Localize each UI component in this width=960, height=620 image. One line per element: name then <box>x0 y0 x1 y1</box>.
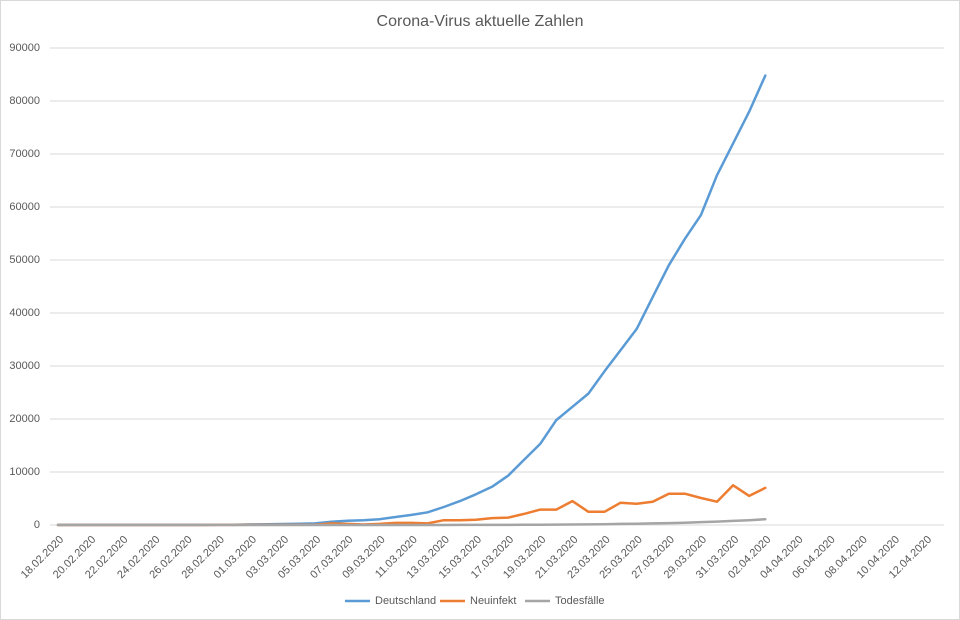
legend-label: Todesfälle <box>555 595 605 607</box>
y-tick-label: 70000 <box>9 148 40 160</box>
series-line <box>56 517 767 527</box>
chart-title: Corona-Virus aktuelle Zahlen <box>377 13 584 30</box>
y-tick-label: 90000 <box>9 42 40 54</box>
y-tick-label: 50000 <box>9 254 40 266</box>
y-tick-label: 60000 <box>9 201 40 213</box>
y-tick-label: 40000 <box>9 307 40 319</box>
y-tick-label: 0 <box>34 519 40 531</box>
y-tick-label: 20000 <box>9 413 40 425</box>
legend-label: Neuinfekt <box>470 595 516 607</box>
y-tick-label: 30000 <box>9 360 40 372</box>
legend-label: Deutschland <box>375 595 436 607</box>
y-tick-label: 10000 <box>9 466 40 478</box>
y-tick-label: 80000 <box>9 95 40 107</box>
